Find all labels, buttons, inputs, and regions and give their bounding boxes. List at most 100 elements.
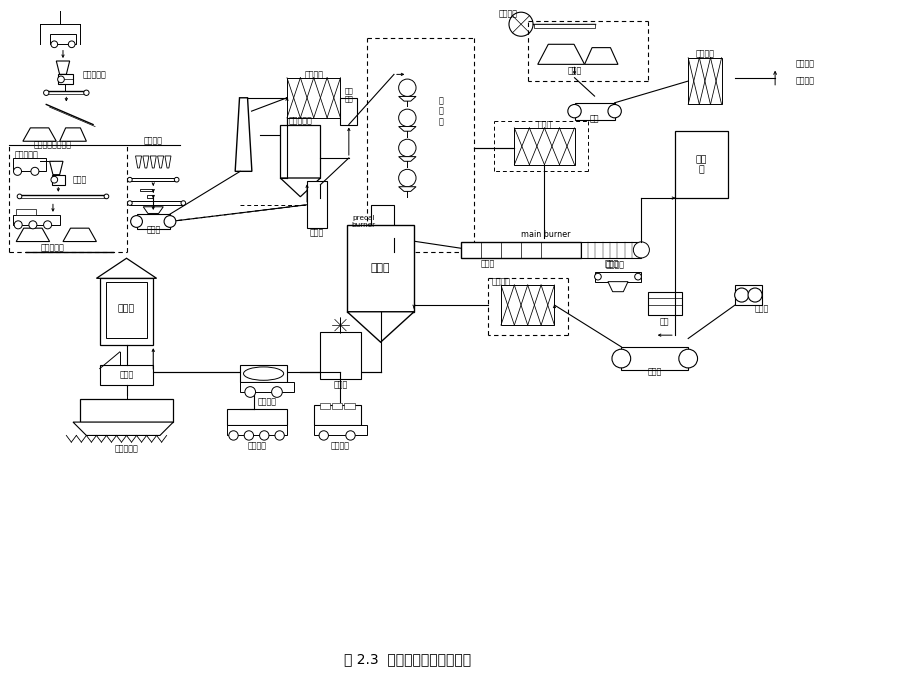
Text: 熟料
库: 熟料 库 <box>695 155 707 175</box>
Circle shape <box>44 221 51 229</box>
Text: 去分解炉: 去分解炉 <box>795 77 814 85</box>
Circle shape <box>83 90 89 95</box>
Text: 冷却机: 冷却机 <box>604 259 619 268</box>
Polygon shape <box>157 156 164 168</box>
Bar <box>307 181 327 228</box>
Bar <box>595 271 641 282</box>
Bar <box>227 409 287 425</box>
Bar <box>340 97 357 125</box>
Bar <box>106 282 146 338</box>
Circle shape <box>633 242 650 258</box>
Bar <box>461 242 581 258</box>
Polygon shape <box>150 156 156 168</box>
Circle shape <box>51 176 58 183</box>
Text: 喜料
计量: 喜料 计量 <box>344 87 353 102</box>
Circle shape <box>346 431 355 440</box>
Circle shape <box>679 349 697 368</box>
Polygon shape <box>165 156 171 168</box>
Bar <box>13 158 47 171</box>
Circle shape <box>272 387 283 397</box>
Text: 港口库: 港口库 <box>118 304 135 313</box>
Polygon shape <box>73 422 173 435</box>
Text: 原料磨: 原料磨 <box>146 225 160 235</box>
Text: 石灰石预均化堆场: 石灰石预均化堆场 <box>34 140 72 149</box>
Circle shape <box>58 76 64 83</box>
Circle shape <box>131 215 143 227</box>
Circle shape <box>229 431 238 440</box>
Polygon shape <box>63 228 96 242</box>
Polygon shape <box>347 311 414 342</box>
Polygon shape <box>399 96 416 101</box>
Circle shape <box>399 139 416 156</box>
Text: 石灰石破碎: 石灰石破碎 <box>83 70 107 79</box>
Circle shape <box>127 201 132 205</box>
Bar <box>688 58 722 104</box>
Bar <box>146 196 153 198</box>
Circle shape <box>181 201 186 205</box>
Bar <box>501 285 554 325</box>
Text: 包装机: 包装机 <box>333 380 348 390</box>
Text: 水泥磨: 水泥磨 <box>648 368 662 376</box>
Polygon shape <box>280 178 320 197</box>
Bar <box>16 209 37 215</box>
Bar <box>320 403 330 409</box>
Bar <box>514 128 575 165</box>
Circle shape <box>127 177 132 182</box>
Circle shape <box>608 104 621 118</box>
Bar <box>130 202 183 204</box>
Polygon shape <box>57 61 70 74</box>
Text: 生料均化库: 生料均化库 <box>288 116 312 126</box>
Bar <box>371 204 394 238</box>
Bar <box>240 382 294 392</box>
Circle shape <box>245 387 255 397</box>
Bar <box>136 214 170 229</box>
Text: 去回转窥: 去回转窥 <box>795 60 814 69</box>
Polygon shape <box>399 127 416 131</box>
Text: 汽车袋装: 汽车袋装 <box>331 441 350 450</box>
Bar <box>621 347 688 370</box>
Text: 增湿塔: 增湿塔 <box>310 228 324 238</box>
Text: 图 2.3  预分解窥水泥生产过程: 图 2.3 预分解窥水泥生产过程 <box>344 653 471 666</box>
Circle shape <box>69 41 75 47</box>
Bar <box>534 24 595 28</box>
Text: 回转窥: 回转窥 <box>480 259 495 268</box>
Circle shape <box>17 194 22 199</box>
Polygon shape <box>135 156 142 168</box>
Polygon shape <box>59 128 86 141</box>
Bar <box>49 35 76 44</box>
Circle shape <box>260 431 269 440</box>
Circle shape <box>175 177 179 182</box>
Polygon shape <box>235 97 252 171</box>
Polygon shape <box>96 258 156 278</box>
Bar <box>575 103 615 120</box>
Polygon shape <box>23 128 57 141</box>
Text: 營磨: 營磨 <box>590 114 599 124</box>
Bar <box>59 74 73 85</box>
Circle shape <box>29 221 37 229</box>
Circle shape <box>14 221 22 229</box>
Bar <box>648 292 682 315</box>
Polygon shape <box>399 156 416 161</box>
Circle shape <box>595 274 601 280</box>
Text: 装船机: 装船机 <box>119 371 134 380</box>
Bar <box>130 178 177 181</box>
Circle shape <box>319 431 328 440</box>
Ellipse shape <box>243 367 284 380</box>
Bar <box>140 189 153 192</box>
Text: 水泥集尘: 水泥集尘 <box>491 277 511 286</box>
Polygon shape <box>49 161 63 175</box>
Bar <box>280 125 320 178</box>
Text: precal
burner: precal burner <box>352 215 376 228</box>
Circle shape <box>399 109 416 127</box>
Text: 辗压机: 辗压机 <box>755 304 769 313</box>
Polygon shape <box>399 187 416 192</box>
Circle shape <box>568 104 581 118</box>
Bar <box>51 175 65 185</box>
Text: 原料集尘: 原料集尘 <box>304 70 323 79</box>
Bar <box>100 366 153 385</box>
Circle shape <box>274 431 285 440</box>
Text: 破碎机: 破碎机 <box>73 175 87 184</box>
Bar <box>735 285 762 305</box>
Text: 辅原料堆场: 辅原料堆场 <box>41 244 65 253</box>
Polygon shape <box>585 47 618 64</box>
